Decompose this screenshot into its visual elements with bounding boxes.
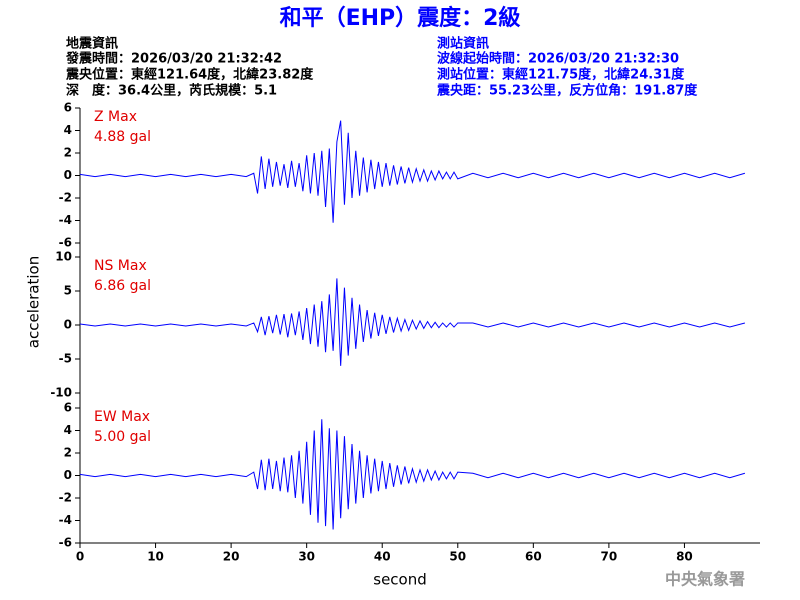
header-right: 震央距：55.23公里，反方位角：191.87度 <box>436 83 698 99</box>
panel-label: EW Max <box>94 409 150 425</box>
y-tick-label: -5 <box>59 352 72 366</box>
x-tick-label: 60 <box>525 550 542 564</box>
x-tick-label: 30 <box>298 550 315 564</box>
chart-title: 和平（EHP）震度：2級 <box>280 5 521 31</box>
header-left: 深 度：36.4公里，芮氏規模：5.1 <box>66 83 277 99</box>
panel-max: 5.00 gal <box>94 429 151 445</box>
waveform <box>79 278 746 366</box>
x-tick-label: 0 <box>76 550 84 564</box>
panel-max: 6.86 gal <box>94 278 151 294</box>
waveform <box>79 419 746 530</box>
y-tick-label: 0 <box>64 318 72 332</box>
header-left: 發震時間：2026/03/20 21:32:42 <box>65 51 282 67</box>
x-tick-label: 70 <box>601 550 618 564</box>
header-right: 波線起始時間：2026/03/20 21:32:30 <box>437 51 679 67</box>
watermark: 中央氣象署 <box>665 570 745 589</box>
y-tick-label: 10 <box>55 250 72 264</box>
y-tick-label: 0 <box>64 468 72 482</box>
y-tick-label: -2 <box>59 491 72 505</box>
y-tick-label: -2 <box>59 191 72 205</box>
y-tick-label: 4 <box>64 123 72 137</box>
panel-max: 4.88 gal <box>94 129 151 145</box>
header-right: 測站位置：東經121.75度，北緯24.31度 <box>437 67 685 83</box>
header-left: 震央位置：東經121.64度，北緯23.82度 <box>65 67 314 83</box>
x-tick-label: 80 <box>676 550 693 564</box>
x-tick-label: 20 <box>223 550 240 564</box>
y-tick-label: -10 <box>50 386 72 400</box>
y-tick-label: -4 <box>59 213 72 227</box>
x-tick-label: 50 <box>449 550 466 564</box>
header-right: 測站資訊 <box>437 36 489 52</box>
panel-label: Z Max <box>94 109 137 125</box>
y-tick-label: 2 <box>64 446 72 460</box>
y-tick-label: 5 <box>64 284 72 298</box>
y-axis-label: acceleration <box>25 256 43 348</box>
x-tick-label: 40 <box>374 550 391 564</box>
y-tick-label: 6 <box>64 101 72 115</box>
y-tick-label: -6 <box>59 536 72 550</box>
x-tick-label: 10 <box>147 550 164 564</box>
waveform <box>79 120 746 223</box>
panel-label: NS Max <box>94 258 147 274</box>
x-axis-label: second <box>373 571 427 589</box>
y-tick-label: -6 <box>59 236 72 250</box>
y-tick-label: 0 <box>64 168 72 182</box>
y-tick-label: -4 <box>59 513 72 527</box>
y-tick-label: 2 <box>64 146 72 160</box>
header-left: 地震資訊 <box>66 36 118 52</box>
y-tick-label: 6 <box>64 401 72 415</box>
y-tick-label: 4 <box>64 423 72 437</box>
